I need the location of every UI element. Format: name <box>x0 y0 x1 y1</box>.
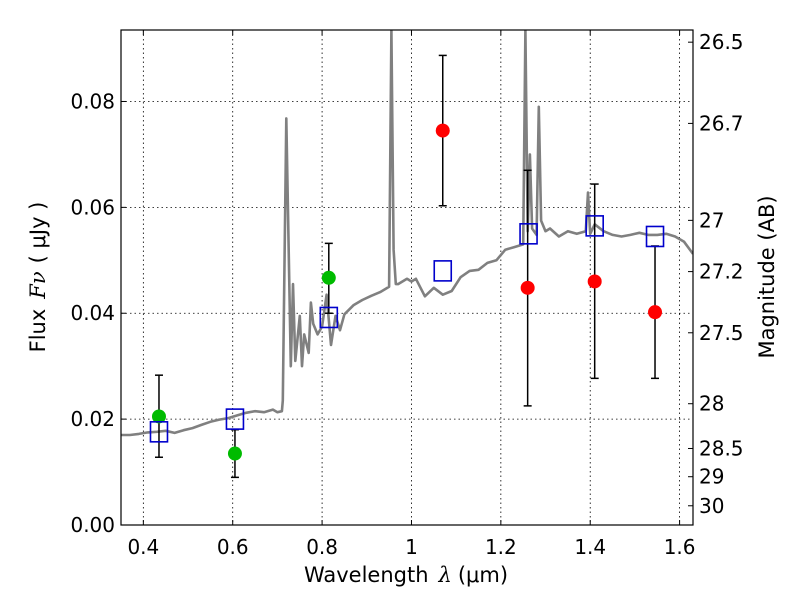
y2-tick-label: 30 <box>699 494 724 518</box>
x-tick-label: 1.6 <box>664 535 696 559</box>
y-tick-label: 0.08 <box>70 89 115 113</box>
error-bars-group <box>154 54 660 479</box>
y2-tick-label: 27 <box>699 208 724 232</box>
green-data-point <box>227 446 242 461</box>
red-data-point <box>520 280 535 295</box>
x-tick-label: 1.2 <box>485 535 517 559</box>
green-data-point <box>321 270 336 285</box>
x-axis-label: Wavelength λ (μm) <box>304 563 508 587</box>
y2-tick-label: 27.2 <box>699 260 744 284</box>
y2-tick-label: 29 <box>699 465 724 489</box>
x-tick-label: 0.8 <box>306 535 338 559</box>
y2-tick-label: 28.5 <box>699 436 744 460</box>
y2-tick-label: 26.5 <box>699 30 744 54</box>
model-spectrum-group <box>121 30 693 437</box>
model-photometry-box <box>149 421 169 443</box>
y2-axis-label: Magnitude (AB) <box>755 195 779 358</box>
x-tick-label: 0.4 <box>127 535 159 559</box>
red-data-point <box>435 123 450 138</box>
y-tick-label: 0.00 <box>70 513 115 537</box>
x-tick-label: 0.6 <box>217 535 249 559</box>
red-data-point <box>587 274 602 289</box>
green-data-point <box>151 409 166 424</box>
markers-group <box>149 123 665 461</box>
model-photometry-box <box>433 260 453 282</box>
model-photometry-box <box>519 223 538 245</box>
y-axis-label: FluxFν( μJy ) <box>26 202 50 353</box>
red-data-point <box>648 305 663 320</box>
model-spectrum-line <box>121 30 693 437</box>
ticks-group: 0.4 0.6 0.8 1 1.2 1.4 1.6 0.00 0.02 0.04 0.06 0.08 2… <box>70 30 744 559</box>
y2-tick-label: 28 <box>699 392 724 416</box>
y-tick-label: 0.02 <box>70 407 115 431</box>
model-photometry-box <box>645 225 665 248</box>
y-tick-label: 0.06 <box>70 195 115 219</box>
x-tick-label: 1 <box>405 535 418 559</box>
y-tick-label: 0.04 <box>70 301 115 325</box>
y2-tick-label: 27.5 <box>699 321 744 345</box>
model-photometry-box <box>319 306 339 329</box>
model-photometry-box <box>585 215 604 237</box>
x-tick-label: 1.4 <box>574 535 606 559</box>
plot-frame <box>120 29 694 526</box>
y2-tick-label: 26.7 <box>699 111 744 135</box>
model-photometry-box <box>225 408 245 430</box>
